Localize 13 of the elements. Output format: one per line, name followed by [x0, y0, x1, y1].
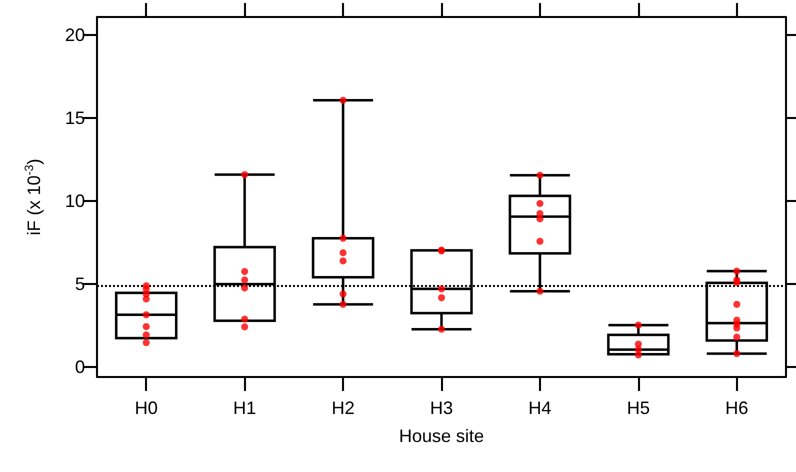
x-tick-label: H3	[430, 398, 454, 418]
y-tick-label: 20	[64, 25, 85, 46]
x-tick-label: H0	[134, 398, 158, 418]
y-tick-label: 10	[64, 191, 85, 212]
x-tick-label: H5	[626, 398, 650, 418]
y-tick-label: 5	[74, 274, 85, 294]
x-tick-label: H4	[528, 398, 552, 418]
x-tick-label: H1	[233, 398, 256, 418]
x-tick-label: H6	[725, 398, 748, 418]
x-axis-title: House site	[398, 426, 484, 446]
y-axis-title: iF (x 10-3)	[22, 158, 44, 236]
x-tick-label: H2	[332, 398, 355, 418]
y-tick-label: 15	[64, 108, 85, 128]
